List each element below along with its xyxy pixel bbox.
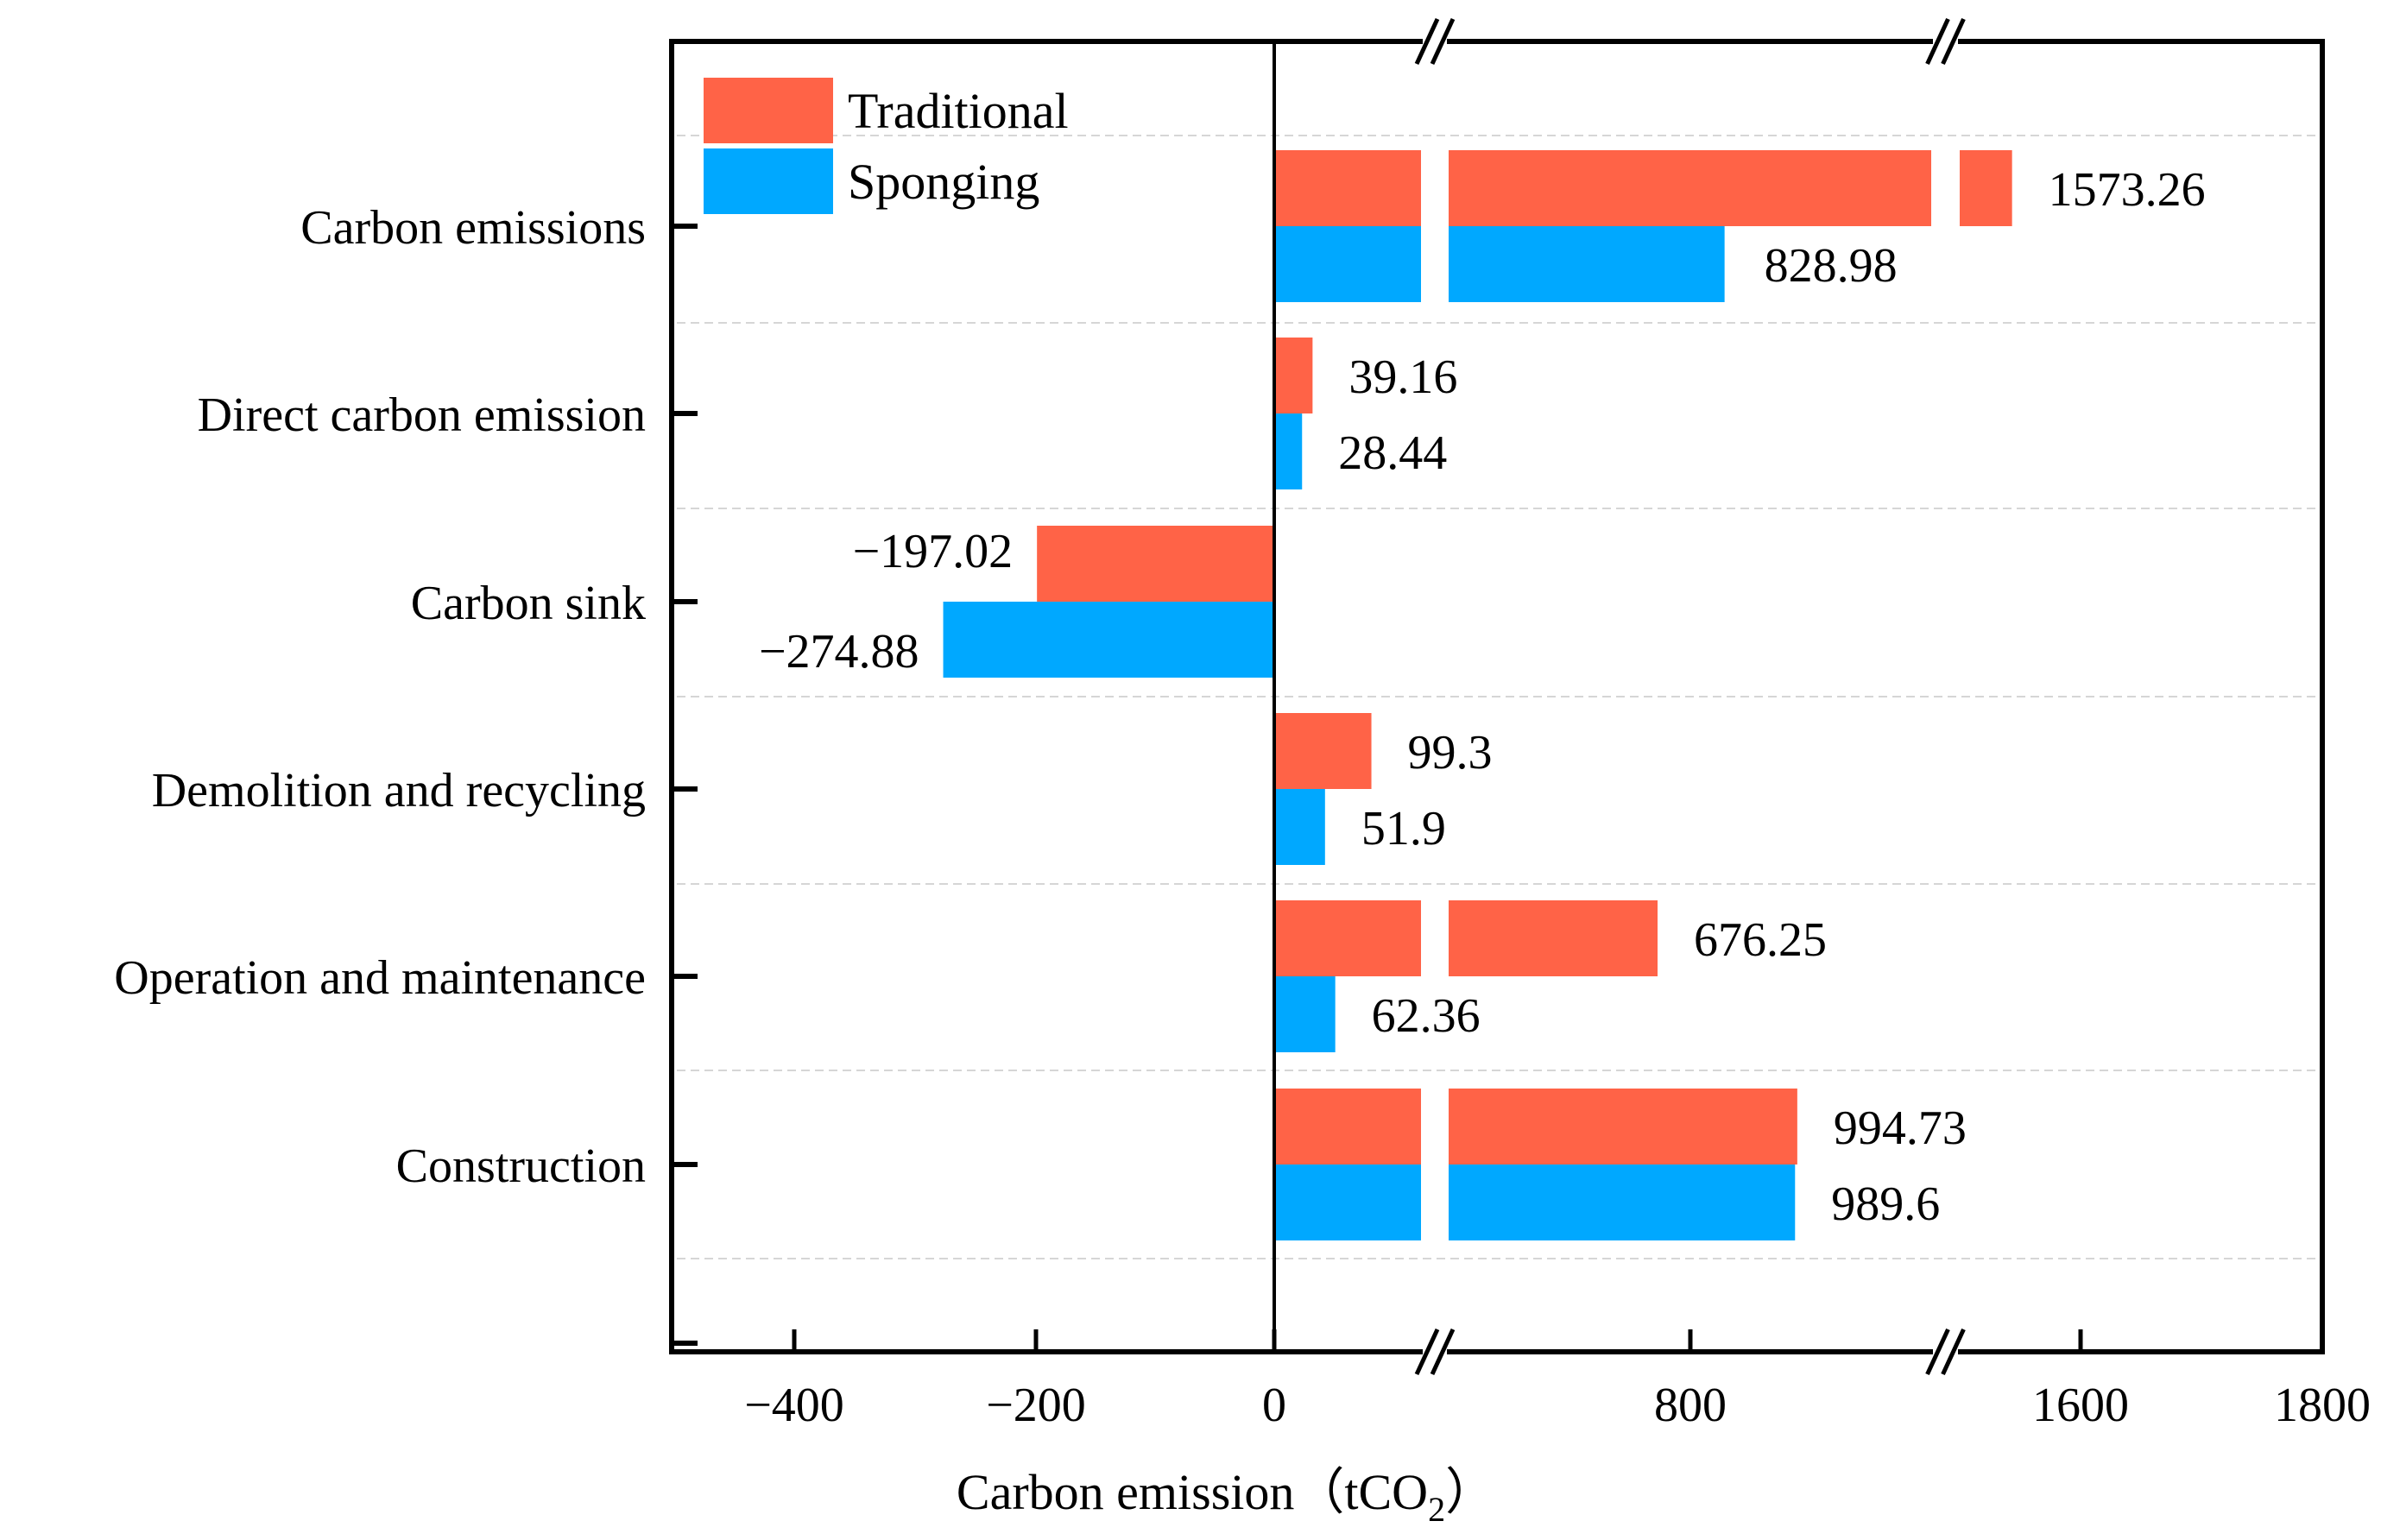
value-label-traditional-0: 1573.26	[2049, 163, 2206, 217]
break-mark-0-0-1	[1430, 17, 1456, 66]
value-label-sponging-2: −274.88	[759, 625, 919, 678]
x-tick-label-3: 800	[1654, 1379, 1727, 1432]
bar-traditional-5-seg0	[1274, 1089, 1421, 1164]
gridlines	[677, 135, 2317, 1259]
value-labels: 1573.26 828.98 39.16 28.44 −197.02 −274.88 99.…	[759, 163, 2206, 1231]
value-label-sponging-1: 28.44	[1338, 426, 1447, 480]
x-axis: −400 −200 0 800 1600 1800	[744, 1329, 2371, 1432]
y-axis: Carbon emissions Direct carbon emission Ca…	[114, 201, 698, 1346]
value-label-traditional-5: 994.73	[1834, 1101, 1967, 1155]
legend-swatch-sponging	[704, 148, 833, 214]
x-axis-title-subscript: 2	[1428, 1490, 1445, 1529]
bar-traditional-4-seg0	[1274, 900, 1421, 976]
axis-breaks	[1414, 17, 1966, 1376]
x-axis-title-end: ）	[1445, 1464, 1495, 1520]
y-tick-label-4: Operation and maintenance	[114, 951, 646, 1005]
bar-traditional-1	[1274, 338, 1313, 413]
value-label-sponging-0: 828.98	[1765, 239, 1898, 293]
bar-sponging-3	[1274, 789, 1325, 865]
bar-sponging-0-seg1	[1449, 226, 1725, 302]
bar-sponging-5-seg1	[1449, 1164, 1796, 1240]
legend-swatch-traditional	[704, 78, 833, 143]
value-label-sponging-5: 989.6	[1831, 1177, 1940, 1231]
x-tick-label-1: −200	[986, 1379, 1086, 1432]
bar-traditional-2	[1037, 526, 1274, 602]
legend-label-traditional: Traditional	[848, 83, 1069, 139]
x-tick-label-2: 0	[1262, 1379, 1286, 1432]
break-mark-1-0-0	[1925, 17, 1950, 66]
bar-traditional-5-seg1	[1449, 1089, 1797, 1164]
legend-label-sponging: Sponging	[848, 154, 1039, 210]
value-label-traditional-4: 676.25	[1694, 913, 1827, 967]
bar-traditional-0-seg0	[1274, 150, 1421, 226]
value-label-sponging-4: 62.36	[1372, 989, 1481, 1043]
y-tick-label-1: Direct carbon emission	[198, 388, 646, 442]
break-mark-1-0-1	[1941, 17, 1966, 66]
value-label-traditional-2: −197.02	[853, 525, 1014, 578]
y-tick-label-0: Carbon emissions	[300, 201, 646, 255]
x-tick-label-5: 1800	[2274, 1379, 2371, 1432]
break-mark-0-1-1	[1430, 1328, 1456, 1376]
x-tick-label-0: −400	[744, 1379, 844, 1432]
x-axis-title-main: Carbon emission（tCO	[957, 1464, 1428, 1520]
bar-traditional-0-seg2	[1960, 150, 2012, 226]
bar-series	[943, 150, 2012, 1240]
bar-sponging-5-seg0	[1274, 1164, 1421, 1240]
break-mark-0-1-0	[1414, 1328, 1440, 1376]
plot-frame	[669, 39, 2325, 1354]
bar-sponging-1	[1274, 413, 1303, 489]
bar-sponging-2	[943, 602, 1274, 678]
legend: Traditional Sponging	[704, 78, 1069, 214]
break-mark-0-0-0	[1414, 17, 1440, 66]
break-mark-1-1-1	[1941, 1328, 1966, 1376]
y-tick-label-3: Demolition and recycling	[152, 764, 646, 817]
bar-sponging-4	[1274, 976, 1336, 1052]
bar-sponging-0-seg0	[1274, 226, 1421, 302]
x-axis-title: Carbon emission（tCO2）	[957, 1464, 1495, 1529]
y-tick-label-2: Carbon sink	[411, 577, 646, 630]
bar-traditional-3	[1274, 713, 1372, 789]
x-tick-label-4: 1600	[2032, 1379, 2129, 1432]
break-mark-1-1-0	[1925, 1328, 1950, 1376]
bar-traditional-0-seg1	[1449, 150, 1931, 226]
value-label-traditional-1: 39.16	[1348, 350, 1457, 404]
y-tick-label-5: Construction	[396, 1139, 646, 1193]
bar-traditional-4-seg1	[1449, 900, 1658, 976]
value-label-sponging-3: 51.9	[1361, 802, 1446, 855]
value-label-traditional-3: 99.3	[1408, 726, 1493, 779]
